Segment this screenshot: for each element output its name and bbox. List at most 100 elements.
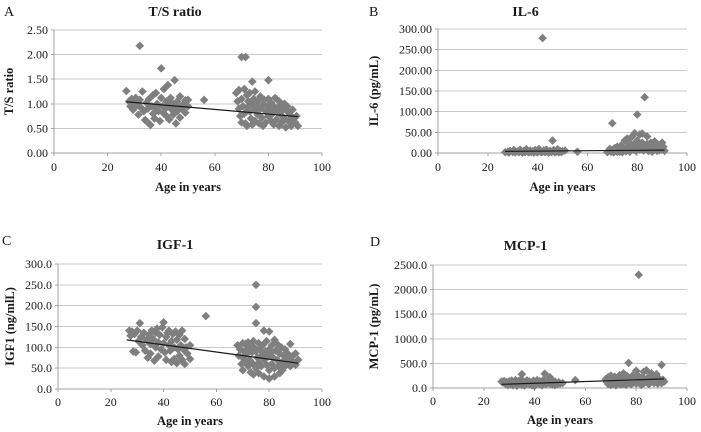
data-point [155, 116, 165, 126]
data-point [271, 346, 281, 355]
data-point [632, 110, 642, 119]
data-point [570, 375, 580, 385]
data-point [264, 345, 274, 354]
data-point [124, 97, 134, 106]
data-point [167, 357, 176, 367]
x-tick-label: 40 [155, 160, 167, 174]
data-point [155, 330, 164, 340]
data-point [251, 302, 261, 312]
x-tick-label: 100 [313, 395, 331, 409]
x-tick-label: 0 [435, 160, 441, 174]
data-point [285, 110, 295, 119]
y-axis-title: IL-6 (pg/mL) [367, 56, 381, 127]
x-axis-title: Age in years [530, 180, 596, 194]
panel-letter: C [2, 234, 11, 249]
x-tick-label: 0 [55, 395, 61, 409]
data-point [282, 355, 291, 365]
x-axis-title: Age in years [527, 413, 593, 427]
y-tick-label: 100.00 [399, 105, 432, 119]
data-point [276, 343, 286, 352]
data-point [630, 139, 640, 149]
data-point [274, 97, 284, 106]
data-point [172, 358, 182, 368]
data-point [146, 120, 155, 130]
x-tick-label: 80 [262, 160, 274, 174]
data-point [131, 348, 141, 357]
trend-line [505, 149, 665, 152]
data-point [260, 347, 270, 356]
data-point [288, 105, 297, 115]
data-point [249, 336, 258, 346]
data-point [167, 336, 176, 346]
data-point [164, 115, 174, 124]
y-tick-label: 100.0 [25, 340, 52, 354]
data-point [267, 359, 277, 369]
y-tick-label: 1.50 [27, 72, 48, 86]
data-point [259, 355, 269, 365]
data-point [234, 104, 244, 114]
data-point [247, 348, 257, 357]
data-point [642, 365, 651, 375]
data-point [573, 147, 582, 157]
data-point [243, 338, 253, 347]
data-point [286, 361, 295, 371]
data-point [659, 377, 669, 386]
data-point [151, 88, 161, 98]
panel-a-ts-ratio: 0.00 0.50 1.00 1.50 2.00 2.50 0 20 40 60 80 100 T/S … [0, 0, 350, 216]
data-point [266, 116, 276, 126]
data-point [293, 355, 303, 365]
data-point [122, 86, 131, 96]
data-point [288, 351, 298, 360]
y-tick-label: 500.0 [400, 356, 427, 370]
y-axis-title: IGF1 (ng/mlL) [3, 287, 17, 366]
y-tick-label: 200.0 [25, 299, 52, 313]
x-axis-title: Age in years [157, 414, 223, 428]
data-point [636, 142, 646, 152]
data-point [183, 349, 192, 358]
data-point [642, 132, 652, 141]
y-tick-label: 50.00 [405, 125, 432, 139]
data-point [530, 381, 539, 391]
chart-il6: 0.00 50.00 100.00 150.00 200.00 250.00 300.00 0… [367, 5, 696, 194]
data-point [185, 354, 195, 364]
data-point [256, 351, 266, 360]
data-point [545, 372, 555, 382]
y-tick-label: 2.50 [27, 23, 48, 37]
chart-title: IGF-1 [157, 238, 194, 253]
data-point [177, 326, 187, 335]
y-tick-label: 250.0 [25, 278, 52, 292]
data-point [280, 345, 290, 354]
data-point [235, 111, 245, 121]
data-point [161, 355, 171, 365]
data-point [277, 101, 287, 111]
data-point [275, 349, 285, 358]
data-point [201, 311, 211, 321]
data-point [173, 345, 183, 354]
data-point [254, 368, 263, 378]
data-point [146, 349, 155, 358]
chart-title: T/S ratio [148, 5, 201, 20]
data-point [252, 101, 261, 111]
y-tick-label: 150.00 [399, 84, 432, 98]
data-point [244, 97, 253, 106]
data-point [291, 349, 300, 358]
y-tick-label: 0.0 [412, 381, 427, 395]
chart-title: IL-6 [512, 5, 538, 20]
data-point [286, 339, 295, 349]
data-point [254, 119, 264, 128]
data-point [144, 94, 154, 104]
data-point [253, 97, 262, 106]
data-point [168, 110, 178, 119]
data-point [274, 121, 284, 131]
data-point [156, 345, 166, 354]
y-tick-label: 150.0 [25, 320, 52, 334]
data-point [280, 361, 290, 371]
chart-ts-ratio: 0.00 0.50 1.00 1.50 2.00 2.50 0 20 40 60 80 100 T/S … [2, 5, 331, 194]
x-axis-title: Age in years [155, 180, 221, 194]
data-point [282, 101, 292, 111]
data-point [143, 104, 153, 114]
data-point [264, 374, 274, 383]
y-tick-label: 250.00 [399, 43, 432, 57]
data-point [657, 360, 666, 370]
